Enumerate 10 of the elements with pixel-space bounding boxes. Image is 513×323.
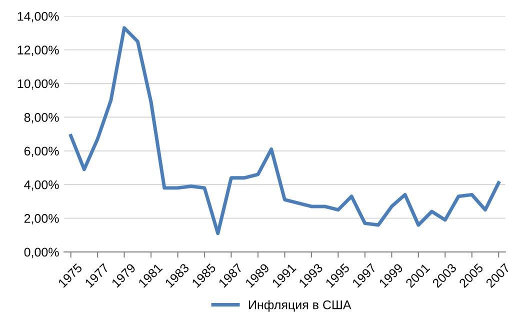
- y-tick-label: 0,00%: [24, 248, 59, 258]
- y-tick-label: 4,00%: [24, 180, 59, 191]
- y-tick-label: 12,00%: [18, 46, 59, 56]
- y-tick-label: 8,00%: [24, 113, 59, 124]
- y-tick-label: 14,00%: [18, 12, 59, 22]
- line-series: [69, 26, 500, 236]
- y-tick-label: 2,00%: [24, 214, 59, 224]
- legend-label: Инфляция в США: [249, 300, 352, 312]
- y-tick-label: 6,00%: [24, 146, 59, 158]
- y-tick-label: 10,00%: [18, 79, 59, 90]
